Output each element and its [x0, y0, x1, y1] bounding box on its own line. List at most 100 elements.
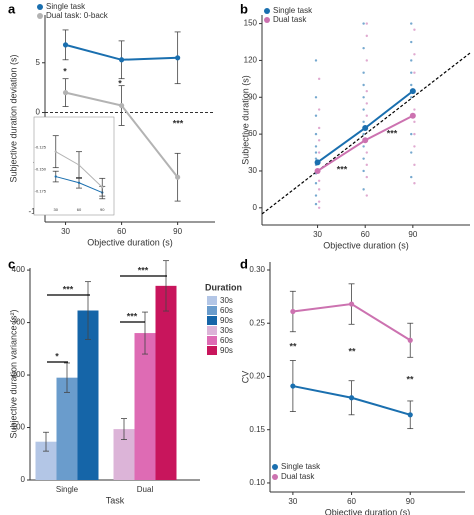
point [407, 412, 413, 418]
raw-point [362, 145, 365, 148]
x-tick-label: 90 [173, 227, 182, 236]
y-tick-label: 400 [12, 265, 26, 274]
point [118, 57, 125, 63]
raw-point [317, 126, 321, 130]
raw-point [362, 108, 365, 111]
raw-point [410, 96, 413, 99]
raw-point [362, 120, 365, 124]
raw-point [314, 59, 318, 62]
point [77, 163, 81, 167]
raw-point [365, 34, 368, 38]
raw-point [413, 132, 416, 136]
inset-x-tick-label: 30 [54, 207, 59, 212]
x-tick-label: 30 [313, 230, 322, 239]
raw-point [365, 175, 368, 179]
raw-point [314, 182, 318, 185]
raw-point [314, 114, 318, 117]
legend-swatch [207, 326, 217, 335]
point [62, 42, 69, 48]
legend-label: 60s [220, 336, 233, 345]
raw-point [365, 151, 368, 154]
raw-point [413, 120, 416, 124]
inset-y-tick-label: -0.150 [35, 167, 47, 172]
x-axis-label: Objective duration (s) [325, 507, 411, 515]
raw-point [317, 179, 321, 182]
raw-point [410, 151, 413, 154]
x-axis-label: Task [106, 495, 125, 505]
raw-point [410, 175, 413, 179]
panel-label: a [8, 1, 16, 16]
raw-point [314, 194, 318, 197]
x-tick-label: 60 [347, 497, 356, 506]
annotation: *** [127, 311, 138, 321]
inset-x-tick-label: 90 [100, 207, 105, 212]
point [77, 181, 81, 184]
bar [77, 310, 99, 480]
raw-point [317, 200, 321, 203]
y-tick-label: 90 [248, 92, 257, 101]
raw-point [314, 151, 318, 154]
y-tick-label: 100 [12, 423, 26, 432]
raw-point [413, 163, 416, 167]
annotation: ** [289, 341, 297, 351]
raw-point [317, 139, 321, 142]
raw-point [314, 202, 318, 206]
y-tick-label: 0.10 [249, 478, 265, 487]
raw-point [314, 157, 318, 160]
raw-point [410, 59, 413, 62]
raw-point [413, 28, 416, 31]
panel-label: b [240, 1, 248, 16]
point [362, 137, 369, 144]
y-tick-label: 5 [36, 58, 41, 67]
point [118, 102, 125, 109]
bar [35, 441, 57, 480]
raw-point [365, 102, 368, 105]
panel-label: c [8, 256, 15, 271]
y-tick-label: 0.20 [249, 372, 265, 381]
y-tick-label: 0.15 [249, 425, 265, 434]
annotation: *** [138, 265, 149, 275]
raw-point [410, 83, 413, 87]
legend-label: 60s [220, 306, 233, 315]
x-tick-label: 60 [117, 227, 126, 236]
annotation: *** [63, 284, 74, 294]
x-axis-label: Objective duration (s) [87, 237, 173, 247]
legend-swatch [207, 296, 217, 305]
y-axis-label: Subjective duration deviation (s) [8, 54, 18, 182]
legend-label: Dual task: 0-back [46, 11, 109, 20]
y-tick-label: 150 [244, 19, 258, 28]
raw-point [362, 188, 365, 191]
raw-point [413, 53, 416, 56]
x-tick-label: 90 [408, 230, 417, 239]
legend-label: 30s [220, 296, 233, 305]
x-axis-label: Objective duration (s) [323, 240, 409, 250]
point [348, 301, 355, 307]
raw-point [365, 114, 368, 117]
x-tick-label: Single [56, 485, 79, 494]
annotation: * [118, 78, 122, 88]
point [175, 55, 181, 61]
raw-point [314, 145, 318, 148]
legend-label: Single task [46, 2, 86, 11]
point [101, 186, 104, 189]
point [54, 150, 57, 153]
legend-marker [37, 4, 43, 10]
x-tick-label: 30 [288, 497, 297, 506]
point [314, 159, 321, 166]
legend-label: Single task [273, 6, 313, 15]
point [314, 167, 321, 174]
raw-point [314, 132, 318, 136]
x-tick-label: Dual [137, 485, 154, 494]
legend-swatch [207, 346, 217, 355]
y-tick-label: 0 [36, 108, 41, 117]
raw-point [410, 71, 413, 74]
bar [155, 285, 177, 480]
annotation: * [55, 351, 59, 361]
y-tick-label: 0.30 [249, 265, 265, 274]
legend-marker [37, 13, 43, 19]
annotation: *** [337, 164, 348, 174]
bar [56, 377, 78, 480]
x-tick-label: 60 [361, 230, 370, 239]
point [362, 124, 369, 131]
